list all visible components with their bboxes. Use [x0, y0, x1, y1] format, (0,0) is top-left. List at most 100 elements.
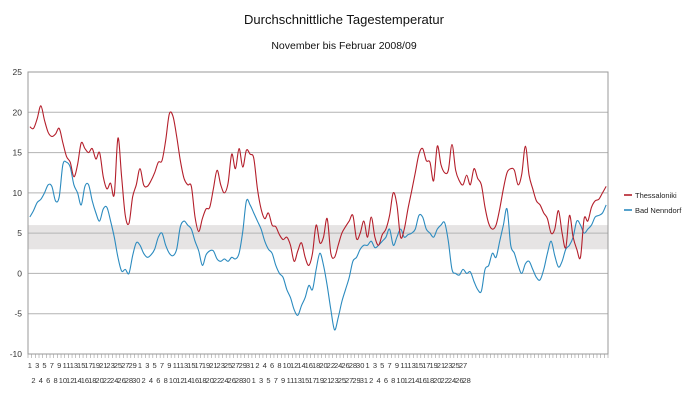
x-tick-label: 11	[173, 361, 181, 370]
x-tick-label: 16	[305, 361, 313, 370]
x-tick-label: 19	[316, 376, 324, 385]
x-tick-label: 28	[125, 376, 133, 385]
series-line-bad-nenndorf	[29, 160, 607, 331]
y-tick-label: 25	[13, 67, 23, 77]
x-tick-label: 8	[391, 376, 395, 385]
x-tick-label: 8	[164, 376, 168, 385]
x-tick-label: 31	[360, 376, 368, 385]
x-tick-label: 13	[70, 361, 78, 370]
y-tick-label: -10	[10, 349, 23, 359]
x-tick-label: 13	[180, 361, 188, 370]
legend: Thessaloniki Bad Nenndorf	[624, 191, 682, 215]
x-tick-label: 17	[195, 361, 203, 370]
x-tick-label: 11	[400, 361, 408, 370]
x-tick-label: 7	[160, 361, 164, 370]
x-tick-label: 28	[462, 376, 470, 385]
plot-area: -10-505101520251234567891011121314151617…	[10, 67, 609, 385]
x-tick-label: 3	[35, 361, 39, 370]
x-tick-label: 21	[209, 361, 217, 370]
x-tick-label: 25	[338, 376, 346, 385]
y-tick-label: -5	[14, 309, 22, 319]
x-tick-label: 30	[242, 376, 250, 385]
x-tick-label: 2	[255, 361, 259, 370]
x-tick-label: 22	[103, 376, 111, 385]
x-tick-label: 10	[169, 376, 177, 385]
y-tick-label: 20	[13, 107, 23, 117]
x-tick-label: 7	[50, 361, 54, 370]
x-tick-label: 24	[220, 376, 228, 385]
x-tick-label: 8	[53, 376, 57, 385]
x-tick-label: 19	[429, 361, 437, 370]
x-tick-label: 16	[191, 376, 199, 385]
x-tick-label: 1	[28, 361, 32, 370]
x-tick-label: 17	[308, 376, 316, 385]
x-tick-label: 24	[110, 376, 118, 385]
x-tick-label: 28	[235, 376, 243, 385]
legend-label-thessaloniki: Thessaloniki	[635, 191, 677, 200]
y-tick-label: 10	[13, 188, 23, 198]
x-tick-label: 22	[327, 361, 335, 370]
x-tick-label: 6	[270, 361, 274, 370]
x-tick-label: 1	[252, 376, 256, 385]
x-tick-label: 3	[145, 361, 149, 370]
x-tick-label: 7	[274, 376, 278, 385]
x-tick-label: 24	[334, 361, 342, 370]
x-tick-label: 20	[206, 376, 214, 385]
x-tick-label: 3	[373, 361, 377, 370]
x-tick-label: 27	[459, 361, 467, 370]
x-tick-label: 17	[84, 361, 92, 370]
x-tick-label: 27	[121, 361, 129, 370]
x-tick-label: 18	[426, 376, 434, 385]
x-tick-label: 9	[57, 361, 61, 370]
x-tick-label: 16	[418, 376, 426, 385]
x-tick-label: 12	[66, 376, 74, 385]
series-line-thessaloniki	[29, 105, 607, 266]
x-tick-label: 14	[411, 376, 419, 385]
x-tick-label: 12	[404, 376, 412, 385]
plot-border	[27, 71, 609, 355]
x-tick-label: 29	[128, 361, 136, 370]
x-tick-label: 15	[187, 361, 195, 370]
x-tick-label: 13	[294, 376, 302, 385]
x-tick-label: 20	[433, 376, 441, 385]
x-tick-label: 26	[455, 376, 463, 385]
x-tick-label: 8	[277, 361, 281, 370]
x-tick-label: 5	[42, 361, 46, 370]
x-tick-label: 22	[440, 376, 448, 385]
x-tick-label: 29	[352, 376, 360, 385]
x-tick-label: 13	[407, 361, 415, 370]
x-tick-label: 31	[246, 361, 254, 370]
x-tick-label: 23	[330, 376, 338, 385]
x-tick-label: 15	[301, 376, 309, 385]
x-tick-label: 23	[444, 361, 452, 370]
x-tick-label: 9	[167, 361, 171, 370]
x-tick-label: 2	[369, 376, 373, 385]
x-tick-label: 25	[224, 361, 232, 370]
x-tick-label: 14	[184, 376, 192, 385]
x-tick-label: 3	[259, 376, 263, 385]
x-tick-label: 10	[59, 376, 67, 385]
x-tick-label: 23	[106, 361, 114, 370]
x-tick-label: 23	[217, 361, 225, 370]
x-tick-label: 18	[198, 376, 206, 385]
x-tick-label: 27	[345, 376, 353, 385]
x-tick-label: 7	[387, 361, 391, 370]
x-tick-label: 21	[437, 361, 445, 370]
x-tick-label: 21	[99, 361, 107, 370]
x-tick-label: 18	[88, 376, 96, 385]
x-tick-label: 6	[46, 376, 50, 385]
x-tick-label: 11	[287, 376, 295, 385]
x-tick-label: 2	[142, 376, 146, 385]
x-tick-label: 15	[415, 361, 423, 370]
y-tick-label: 0	[17, 268, 22, 278]
x-tick-label: 5	[380, 361, 384, 370]
x-tick-label: 14	[297, 361, 305, 370]
x-tick-label: 16	[81, 376, 89, 385]
x-tick-label: 15	[77, 361, 85, 370]
x-tick-label: 14	[73, 376, 81, 385]
x-tick-label: 26	[341, 361, 349, 370]
legend-label-bad-nenndorf: Bad Nenndorf	[635, 206, 682, 215]
x-tick-label: 1	[138, 361, 142, 370]
x-tick-label: 22	[213, 376, 221, 385]
